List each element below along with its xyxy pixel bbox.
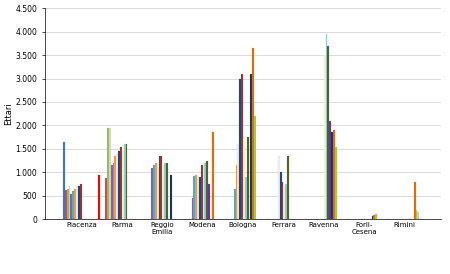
Bar (118, 151, 120, 219)
Bar (331, 132, 333, 219)
Bar (98, 175, 100, 219)
Y-axis label: Ettari: Ettari (4, 102, 13, 125)
Bar (65, 190, 67, 219)
Bar (197, 178, 199, 219)
Bar (279, 172, 282, 219)
Bar (151, 168, 153, 219)
Bar (111, 165, 112, 219)
Bar (414, 182, 415, 219)
Bar (245, 177, 247, 219)
Bar (238, 144, 239, 219)
Bar (164, 163, 166, 219)
Bar (124, 144, 126, 219)
Bar (324, 55, 325, 219)
Bar (418, 212, 419, 219)
Bar (243, 137, 245, 219)
Bar (251, 74, 252, 219)
Bar (71, 194, 72, 219)
Bar (284, 186, 285, 219)
Bar (166, 163, 168, 219)
Bar (239, 79, 241, 219)
Bar (372, 216, 374, 219)
Bar (204, 163, 207, 219)
Bar (374, 215, 375, 219)
Bar (328, 46, 329, 219)
Bar (153, 165, 155, 219)
Bar (329, 121, 331, 219)
Bar (67, 189, 68, 219)
Bar (194, 176, 195, 219)
Bar (202, 168, 204, 219)
Bar (68, 186, 71, 219)
Bar (278, 156, 279, 219)
Bar (195, 175, 197, 219)
Bar (212, 132, 214, 219)
Bar (375, 213, 377, 219)
Bar (112, 163, 114, 219)
Bar (235, 165, 238, 219)
Bar (247, 137, 248, 219)
Bar (287, 156, 289, 219)
Bar (109, 128, 111, 219)
Bar (234, 189, 235, 219)
Bar (78, 186, 80, 219)
Bar (282, 182, 284, 219)
Bar (252, 48, 254, 219)
Bar (192, 198, 194, 219)
Bar (161, 156, 162, 219)
Bar (207, 161, 208, 219)
Bar (105, 178, 107, 219)
Bar (80, 184, 81, 219)
Bar (335, 147, 337, 219)
Bar (120, 147, 122, 219)
Bar (76, 186, 78, 219)
Bar (157, 168, 158, 219)
Bar (241, 74, 243, 219)
Bar (72, 191, 74, 219)
Bar (74, 189, 76, 219)
Bar (114, 156, 117, 219)
Bar (63, 142, 65, 219)
Bar (208, 184, 210, 219)
Bar (419, 217, 421, 219)
Bar (285, 184, 287, 219)
Bar (254, 116, 256, 219)
Bar (107, 128, 109, 219)
Bar (126, 144, 127, 219)
Bar (162, 165, 164, 219)
Bar (170, 175, 171, 219)
Bar (122, 145, 124, 219)
Bar (155, 163, 157, 219)
Bar (201, 165, 203, 219)
Bar (325, 34, 328, 219)
Bar (158, 156, 161, 219)
Bar (415, 210, 418, 219)
Bar (333, 130, 335, 219)
Bar (199, 177, 201, 219)
Bar (117, 153, 118, 219)
